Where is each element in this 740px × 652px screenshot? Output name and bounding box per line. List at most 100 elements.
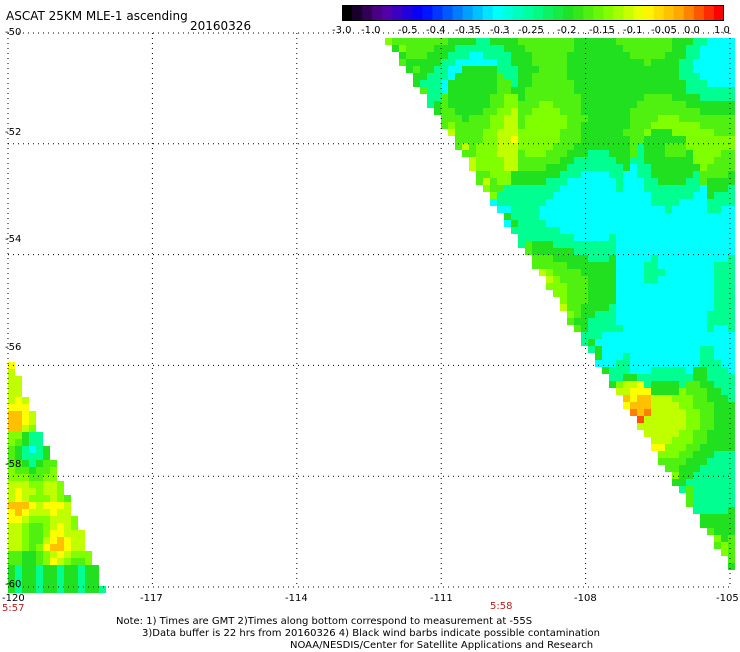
data-cell (707, 185, 714, 192)
data-cell (539, 66, 546, 73)
data-cell (476, 108, 483, 115)
data-cell (469, 164, 476, 171)
data-cell (714, 241, 721, 248)
data-cell (714, 164, 721, 171)
data-cell (658, 346, 665, 353)
data-cell (616, 185, 623, 192)
data-cell (539, 178, 546, 185)
data-cell (651, 136, 658, 143)
data-cell (714, 129, 721, 136)
data-cell (693, 290, 700, 297)
data-cell (50, 502, 57, 509)
data-cell (427, 45, 434, 52)
data-cell (462, 108, 469, 115)
data-cell (700, 178, 707, 185)
data-cell (588, 122, 595, 129)
data-cell (679, 115, 686, 122)
data-cell (630, 178, 637, 185)
data-cell (476, 94, 483, 101)
data-cell (728, 52, 735, 59)
data-cell (476, 45, 483, 52)
data-cell (567, 304, 574, 311)
data-cell (728, 164, 735, 171)
data-cell (700, 283, 707, 290)
data-cell (567, 234, 574, 241)
data-cell (602, 220, 609, 227)
data-cell (57, 558, 64, 565)
data-cell (679, 206, 686, 213)
data-cell (728, 528, 735, 535)
data-cell (50, 537, 57, 544)
data-cell (651, 87, 658, 94)
data-cell (483, 66, 490, 73)
data-cell (686, 164, 693, 171)
data-cell (546, 234, 553, 241)
data-cell (567, 192, 574, 199)
data-cell (679, 444, 686, 451)
data-cell (588, 276, 595, 283)
data-cell (700, 185, 707, 192)
data-cell (616, 255, 623, 262)
data-cell (679, 472, 686, 479)
data-cell (637, 241, 644, 248)
data-cell (721, 514, 728, 521)
data-cell (420, 45, 427, 52)
data-cell (644, 122, 651, 129)
data-cell (644, 318, 651, 325)
data-cell (623, 122, 630, 129)
data-cell (623, 353, 630, 360)
data-cell (616, 129, 623, 136)
data-cell (700, 255, 707, 262)
data-cell (476, 38, 483, 45)
data-cell (483, 59, 490, 66)
data-cell (525, 157, 532, 164)
data-cell (637, 52, 644, 59)
data-cell (567, 108, 574, 115)
data-cell (665, 157, 672, 164)
data-cell (560, 108, 567, 115)
data-cell (679, 59, 686, 66)
data-cell (651, 185, 658, 192)
data-cell (686, 451, 693, 458)
data-cell (700, 374, 707, 381)
data-cell (665, 346, 672, 353)
data-cell (602, 318, 609, 325)
data-cell (469, 59, 476, 66)
data-cell (546, 213, 553, 220)
data-cell (448, 38, 455, 45)
data-cell (630, 409, 637, 416)
data-cell (539, 143, 546, 150)
data-cell (455, 38, 462, 45)
data-cell (714, 381, 721, 388)
data-cell (679, 234, 686, 241)
data-cell (553, 290, 560, 297)
data-cell (651, 108, 658, 115)
data-cell (490, 45, 497, 52)
lon-label: -114 (285, 593, 308, 604)
data-cell (525, 234, 532, 241)
data-cell (595, 248, 602, 255)
data-cell (728, 402, 735, 409)
data-cell (518, 199, 525, 206)
data-cell (728, 521, 735, 528)
data-cell (637, 290, 644, 297)
data-cell (567, 87, 574, 94)
data-cell (700, 66, 707, 73)
data-cell (714, 185, 721, 192)
data-cell (714, 388, 721, 395)
data-cell (721, 241, 728, 248)
data-cell (637, 199, 644, 206)
data-cell (574, 87, 581, 94)
data-cell (686, 101, 693, 108)
data-cell (672, 80, 679, 87)
data-cell (427, 52, 434, 59)
data-cell (504, 52, 511, 59)
data-cell (637, 332, 644, 339)
data-cell (469, 52, 476, 59)
data-cell (700, 227, 707, 234)
data-cell (728, 73, 735, 80)
data-cell (581, 157, 588, 164)
data-cell (679, 129, 686, 136)
data-cell (644, 416, 651, 423)
data-cell (623, 199, 630, 206)
